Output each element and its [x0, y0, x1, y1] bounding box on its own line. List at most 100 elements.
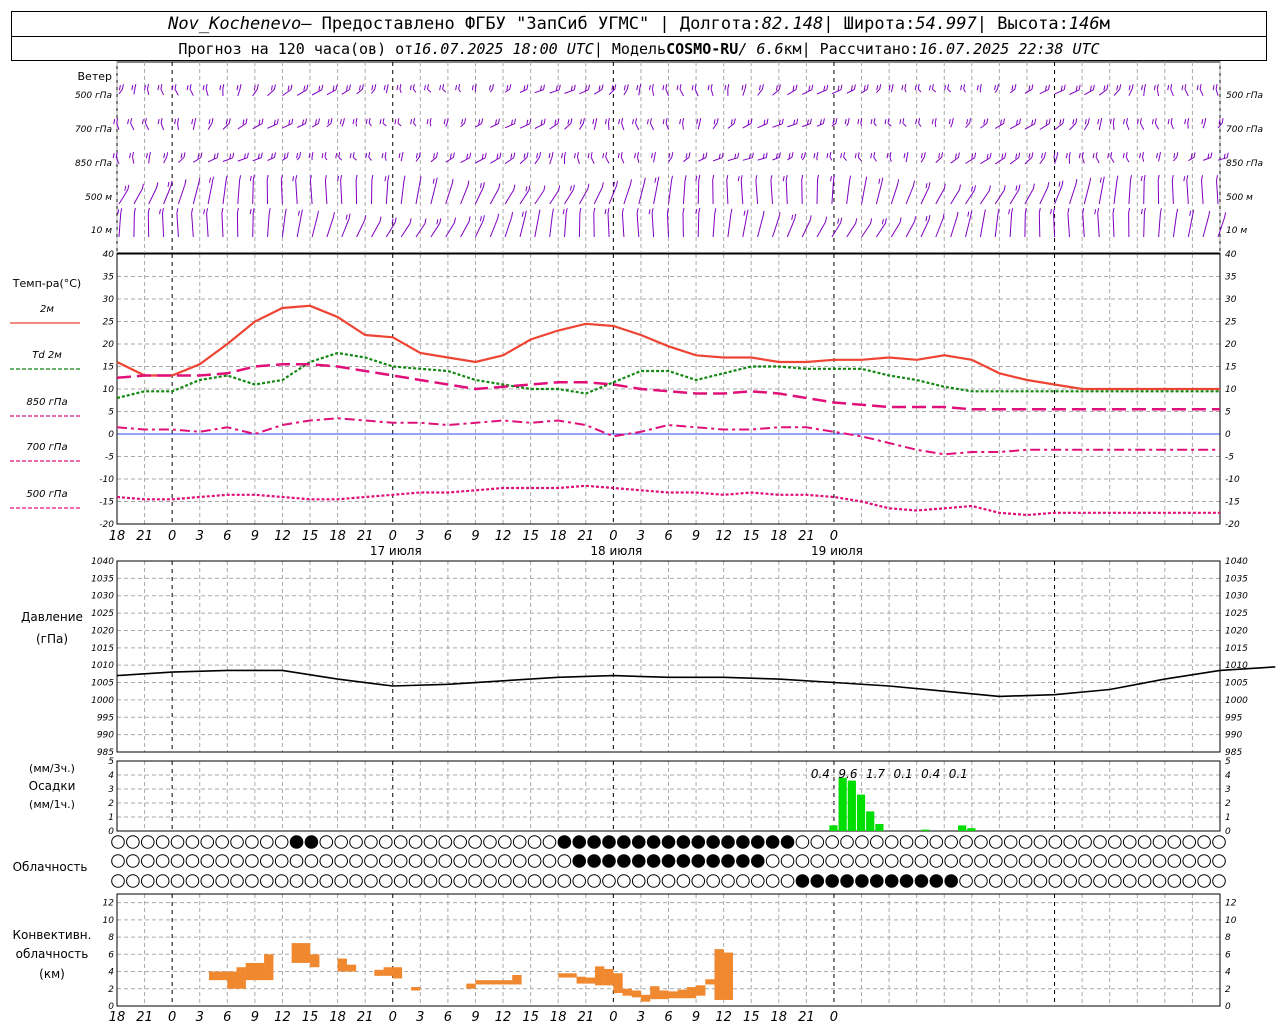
cloud-symbol: [1122, 835, 1137, 849]
conv-bar: [594, 966, 605, 986]
pressure-unit: (гПа): [36, 632, 68, 646]
cloud-symbol: [661, 854, 676, 868]
cloud-symbol: [587, 874, 601, 888]
conv-bar: [585, 977, 596, 984]
precip-3h-sum: 1.7: [866, 767, 885, 781]
pressure-ytick-left: 990: [97, 731, 114, 741]
cloud-symbol: [1152, 835, 1167, 849]
cloud-symbol: [1033, 854, 1048, 868]
wind-level-label-left: 500 м: [85, 193, 112, 203]
cloud-symbol: [691, 835, 706, 849]
cloud-symbol: [721, 835, 735, 849]
temp-series-line: [116, 351, 1220, 400]
temp-xtick: 21: [578, 529, 595, 544]
conv-xtick: 12: [715, 1010, 732, 1024]
conv-bar: [475, 980, 485, 985]
temp-xtick: 18: [109, 529, 126, 544]
temp-xtick: 9: [471, 529, 479, 544]
pressure-ytick-right: 1020: [1225, 626, 1248, 636]
temp-ytick-right: 15: [1225, 363, 1237, 373]
conv-bar: [383, 967, 393, 976]
conv-bar: [668, 991, 678, 999]
conv-bar: [622, 988, 632, 996]
temp-xtick: 21: [136, 529, 153, 544]
temp-ytick-left: -10: [99, 475, 114, 485]
cloud-symbol: [1197, 835, 1211, 849]
cloud-symbol: [542, 835, 557, 849]
cloud-symbol: [289, 835, 304, 849]
conv-bar: [686, 987, 697, 999]
cloud-symbol: [572, 874, 587, 888]
cloud-symbol: [557, 874, 572, 888]
pressure-ytick-right: 1005: [1225, 679, 1248, 689]
precip-3h-sum: 0.1: [949, 767, 968, 781]
pressure-ytick-left: 995: [97, 713, 114, 723]
longitude-value: 82.148: [761, 14, 824, 34]
precip-bar: [847, 780, 856, 831]
precip-ytick-left: 0: [108, 827, 114, 837]
cloud-symbol: [498, 854, 512, 868]
cloud-symbol: [512, 835, 527, 849]
temp-ytick-left: 25: [103, 318, 115, 328]
temp-ytick-left: 5: [108, 408, 114, 418]
pressure-ytick-left: 1025: [91, 609, 114, 619]
wind-barbs-row: [117, 207, 1227, 238]
cloud-symbol: [185, 835, 200, 849]
cloud-symbol: [810, 835, 825, 849]
conv-title-1: Конвективн.: [13, 928, 92, 942]
temp-xtick: 21: [798, 529, 815, 544]
cloud-symbol: [1063, 874, 1078, 888]
cloud-symbol: [840, 854, 854, 868]
cloud-symbol: [230, 854, 244, 868]
cloud-symbol: [200, 874, 215, 888]
precip-3h-sum: 0.4: [921, 767, 940, 781]
temp-ytick-right: 40: [1225, 250, 1237, 260]
temp-series-line: [116, 417, 1220, 456]
calc-time: 16.07.2025 22:38 UTC: [918, 39, 1100, 58]
cloud-symbol: [1003, 835, 1018, 849]
wind-barbs-row: [118, 174, 1219, 205]
conv-xtick: 6: [444, 1010, 452, 1024]
cloud-symbol: [944, 835, 958, 849]
temp-ytick-left: 40: [103, 250, 115, 260]
pressure-ytick-right: 1025: [1225, 609, 1248, 619]
cloud-symbol: [1197, 854, 1211, 868]
conv-bar: [705, 979, 715, 985]
cloud-symbol: [1048, 835, 1063, 849]
cloud-symbol: [379, 874, 393, 888]
cloud-symbol: [140, 874, 155, 888]
temp-xtick: 6: [664, 529, 672, 544]
conv-xtick: 21: [136, 1010, 153, 1024]
cloud-symbol: [795, 874, 810, 888]
conv-xtick: 0: [389, 1010, 397, 1024]
cloud-symbol: [423, 854, 438, 868]
pressure-ytick-left: 1015: [91, 644, 114, 654]
conv-ytick-right: 10: [1225, 916, 1237, 926]
cloud-symbol: [572, 854, 587, 868]
precip-unit-1h: (мм/1ч.): [29, 798, 75, 811]
conv-bar: [227, 971, 237, 989]
cloud-symbol: [646, 835, 661, 849]
cloud-symbol: [259, 835, 274, 849]
cloud-symbol: [884, 854, 899, 868]
temp-series-line: [116, 484, 1220, 517]
conv-xtick: 21: [357, 1010, 374, 1024]
cloud-symbol: [1152, 874, 1167, 888]
cloud-symbol: [483, 874, 497, 888]
wind-barbs-row: [113, 118, 1224, 131]
cloud-symbol: [468, 854, 482, 868]
pressure-ytick-left: 985: [97, 748, 114, 758]
cloud-symbol: [1093, 854, 1107, 868]
conv-bar: [291, 943, 302, 963]
cloud-symbol: [1108, 854, 1122, 868]
cloud-symbol: [468, 874, 482, 888]
cloud-symbol: [379, 835, 393, 849]
conv-bar: [300, 943, 311, 963]
temp-xtick: 3: [416, 529, 424, 544]
cloud-symbol: [438, 835, 453, 849]
cloud-symbol: [706, 874, 720, 888]
cloud-symbol: [1167, 854, 1182, 868]
temp-ytick-right: 0: [1225, 430, 1231, 440]
pressure-ytick-right: 985: [1225, 748, 1242, 758]
conv-bar: [392, 967, 403, 979]
